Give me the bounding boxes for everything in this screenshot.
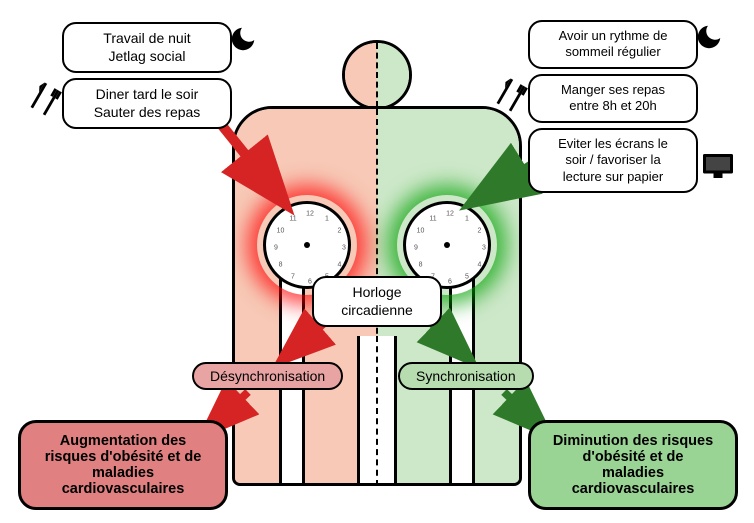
box-right-sleep: Avoir un rythme de sommeil régulier (528, 20, 698, 69)
tag-sync: Synchronisation (398, 362, 534, 390)
box-right-meals-line0: Manger ses repas (561, 82, 665, 97)
outcome-left: Augmentation des risques d'obésité et de… (18, 420, 228, 510)
box-right-meals: Manger ses repas entre 8h et 20h (528, 74, 698, 123)
box-right-sleep-line0: Avoir un rythme de (559, 28, 668, 43)
outcome-right-line0: Diminution des risques (553, 433, 713, 449)
outcome-left-line0: Augmentation des (60, 433, 186, 449)
box-left-sleep: Travail de nuit Jetlag social (62, 22, 232, 73)
box-left-sleep-line0: Travail de nuit (103, 30, 190, 46)
outcome-right-line1: d'obésité et de (583, 449, 684, 465)
fork-knife-icon (28, 82, 62, 116)
box-right-screens: Eviter les écrans le soir / favoriser la… (528, 128, 698, 193)
box-right-screens-line1: soir / favoriser la (565, 152, 660, 167)
center-label: Horloge circadienne (312, 276, 442, 327)
box-right-screens-line2: lecture sur papier (563, 169, 663, 184)
outcome-right-line2: maladies (602, 465, 664, 481)
box-left-meals-line1: Sauter des repas (94, 104, 201, 120)
tag-sync-text: Synchronisation (416, 368, 516, 384)
outcome-left-line1: risques d'obésité et de (45, 449, 202, 465)
fork-knife-icon (494, 78, 528, 112)
box-right-meals-line1: entre 8h et 20h (569, 98, 656, 113)
outcome-left-line3: cardiovasculaires (62, 481, 185, 497)
moon-icon (228, 24, 258, 54)
tag-desync: Désynchronisation (192, 362, 343, 390)
box-left-sleep-line1: Jetlag social (108, 48, 185, 64)
outcome-right: Diminution des risques d'obésité et de m… (528, 420, 738, 510)
outcome-right-line3: cardiovasculaires (572, 481, 695, 497)
center-label-line1: circadienne (341, 302, 413, 318)
center-label-line0: Horloge (352, 284, 401, 300)
moon-icon (694, 22, 724, 52)
box-left-meals: Diner tard le soir Sauter des repas (62, 78, 232, 129)
tag-desync-text: Désynchronisation (210, 368, 325, 384)
box-right-sleep-line1: sommeil régulier (565, 44, 660, 59)
screen-icon (700, 148, 736, 184)
box-right-screens-line0: Eviter les écrans le (558, 136, 668, 151)
box-left-meals-line0: Diner tard le soir (96, 86, 199, 102)
outcome-left-line2: maladies (92, 465, 154, 481)
